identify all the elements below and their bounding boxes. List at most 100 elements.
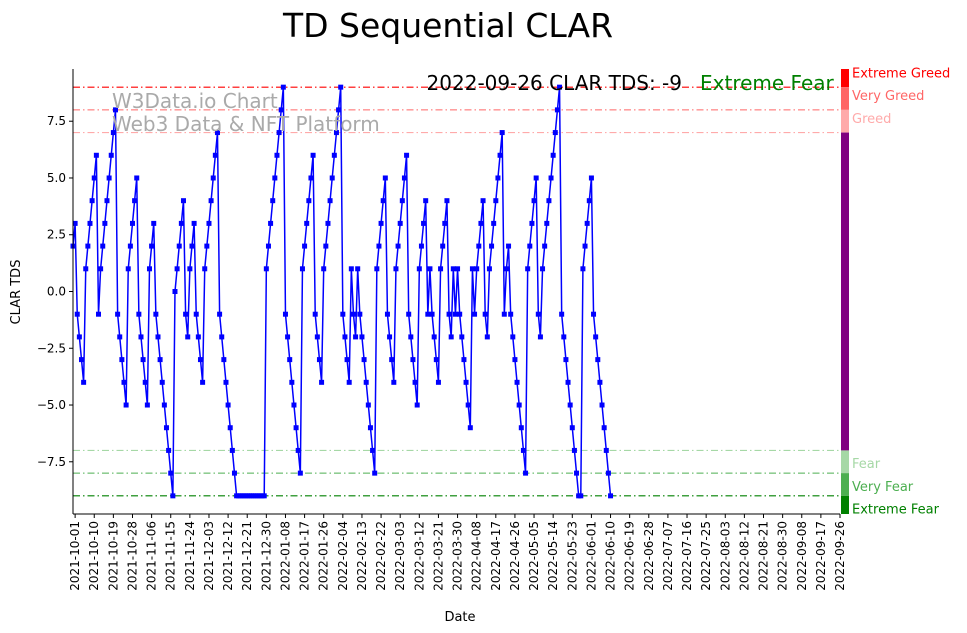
data-point-38 (151, 220, 157, 226)
data-point-221 (540, 266, 546, 272)
data-point-33 (140, 357, 146, 363)
latest-status-annotation: Extreme Fear (700, 71, 835, 95)
x-tick-label-12: 2022-01-17 (298, 521, 312, 591)
y-axis-label: CLAR TDS (9, 260, 24, 325)
zone-bar-greed (841, 109, 849, 133)
data-point-104 (291, 402, 297, 408)
data-point-27 (127, 243, 133, 249)
data-point-49 (174, 266, 180, 272)
x-tick-label-31: 2022-07-07 (661, 521, 675, 591)
y-tick-label-6: 7.5 (47, 114, 66, 128)
x-tick-label-6: 2021-11-24 (183, 521, 197, 591)
x-tick-label-36: 2022-08-21 (757, 521, 771, 591)
data-point-223 (544, 220, 550, 226)
x-tick-label-14: 2022-02-04 (336, 521, 350, 591)
data-point-118 (321, 266, 327, 272)
data-point-26 (125, 266, 131, 272)
data-point-188 (469, 266, 475, 272)
data-point-70 (219, 334, 225, 340)
data-point-180 (452, 311, 458, 317)
data-point-150 (389, 357, 395, 363)
x-tick-label-9: 2021-12-21 (240, 521, 254, 591)
data-point-172 (435, 379, 441, 385)
data-point-142 (372, 470, 378, 476)
data-point-55 (187, 266, 193, 272)
data-point-3 (76, 334, 82, 340)
data-point-218 (533, 175, 539, 181)
data-point-65 (208, 198, 214, 204)
data-point-206 (508, 311, 514, 317)
data-point-251 (603, 447, 609, 453)
data-point-145 (378, 220, 384, 226)
data-point-161 (412, 379, 418, 385)
x-tick-label-18: 2022-03-12 (412, 521, 426, 591)
data-point-14 (100, 243, 106, 249)
data-point-183 (459, 334, 465, 340)
x-tick-label-39: 2022-09-17 (814, 521, 828, 591)
data-point-225 (548, 175, 554, 181)
y-tick-label-4: 2.5 (47, 228, 66, 242)
y-tick-label-3: 0.0 (47, 285, 66, 299)
data-point-16 (104, 198, 110, 204)
data-point-249 (599, 402, 605, 408)
data-point-246 (593, 334, 599, 340)
data-point-211 (518, 425, 524, 431)
data-point-128 (342, 334, 348, 340)
zone-label-2: Greed (852, 112, 891, 127)
data-point-39 (153, 311, 159, 317)
data-point-4 (79, 357, 84, 363)
data-point-101 (285, 334, 291, 340)
data-point-69 (217, 311, 223, 317)
latest-value-annotation: 2022-09-26 CLAR TDS: -9 (427, 71, 682, 95)
data-point-132 (350, 311, 356, 317)
data-point-46 (168, 470, 174, 476)
data-point-121 (327, 198, 333, 204)
data-point-186 (465, 402, 471, 408)
data-point-110 (304, 220, 310, 226)
data-point-97 (276, 130, 282, 136)
data-point-20 (112, 107, 118, 113)
series-line (72, 87, 612, 497)
zone-label-4: Very Fear (852, 480, 914, 495)
data-point-248 (597, 379, 603, 385)
data-point-64 (206, 220, 212, 226)
y-tick-label-5: 5.0 (47, 171, 66, 185)
x-tick-label-26: 2022-05-23 (565, 521, 579, 591)
data-point-174 (440, 243, 446, 249)
data-point-250 (601, 425, 607, 431)
data-point-51 (178, 220, 184, 226)
y-tick-label-0: −7.5 (37, 455, 66, 469)
data-point-226 (550, 152, 556, 158)
data-point-44 (163, 425, 169, 431)
data-point-28 (129, 220, 135, 226)
data-point-56 (189, 243, 195, 249)
data-point-233 (565, 379, 571, 385)
data-point-134 (355, 266, 361, 272)
data-point-129 (344, 357, 350, 363)
x-tick-label-35: 2022-08-12 (737, 521, 751, 591)
data-point-168 (427, 266, 433, 272)
data-point-31 (136, 311, 142, 317)
data-point-205 (506, 243, 512, 249)
x-tick-label-8: 2021-12-12 (221, 521, 235, 591)
x-tick-label-15: 2022-02-13 (355, 521, 369, 591)
data-point-214 (525, 266, 531, 272)
data-point-164 (418, 243, 424, 249)
data-point-102 (287, 357, 293, 363)
clar-series (70, 84, 614, 499)
data-point-216 (529, 220, 535, 226)
data-point-52 (180, 198, 186, 204)
zone-label-5: Extreme Fear (852, 502, 940, 517)
data-point-158 (406, 311, 412, 317)
data-point-227 (552, 130, 558, 136)
data-point-245 (591, 311, 597, 317)
x-tick-label-17: 2022-03-03 (393, 521, 407, 591)
x-tick-label-10: 2021-12-30 (259, 521, 273, 591)
data-point-137 (361, 357, 367, 363)
data-point-91 (263, 266, 269, 272)
data-point-66 (210, 175, 216, 181)
data-point-114 (312, 311, 318, 317)
data-point-197 (489, 243, 495, 249)
data-point-162 (414, 402, 420, 408)
